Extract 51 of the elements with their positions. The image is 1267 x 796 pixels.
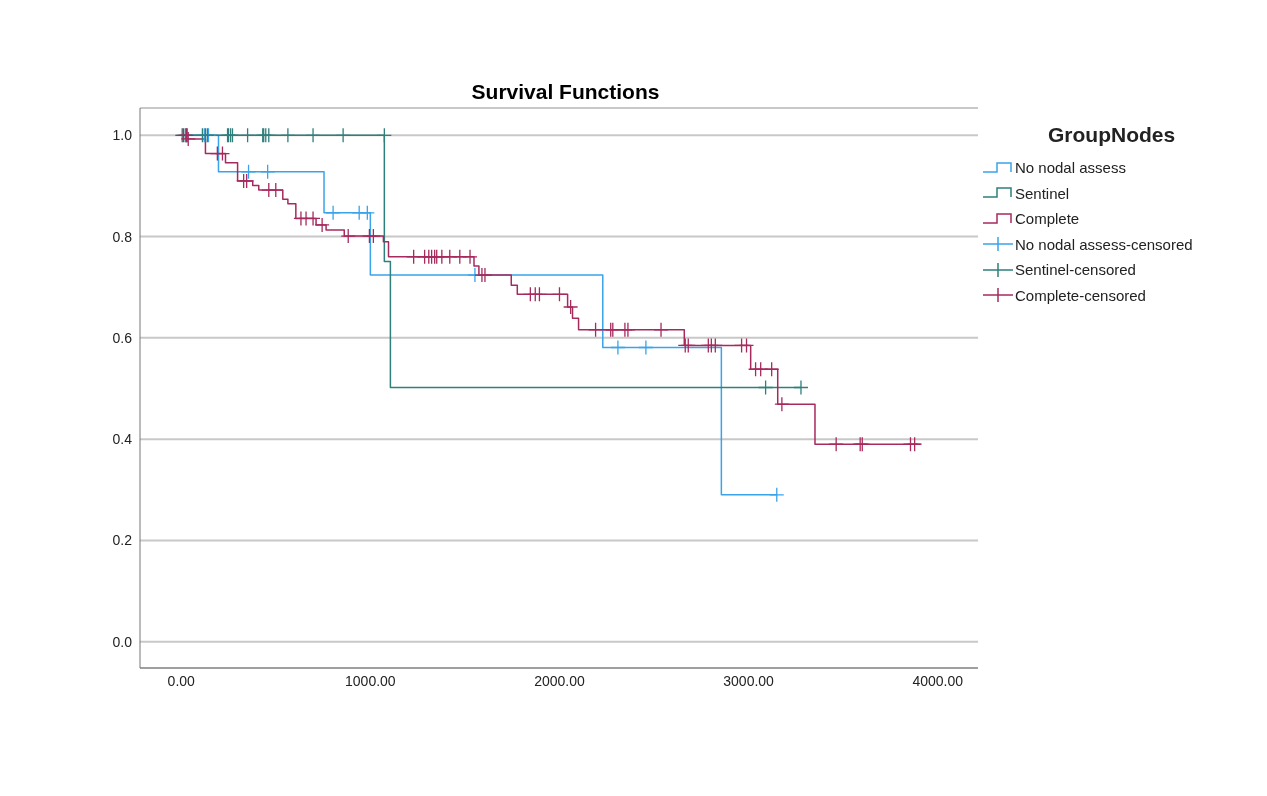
point: [365, 228, 382, 244]
chart-title: Survival Functions: [470, 80, 661, 104]
point: [462, 249, 478, 265]
point: [214, 145, 231, 162]
point: [793, 379, 809, 396]
point: [757, 379, 774, 396]
point: [260, 164, 276, 180]
point: [268, 182, 284, 198]
point: [707, 337, 723, 354]
point: [562, 299, 579, 315]
point: [638, 339, 654, 356]
x-tick-label: 4000.00: [912, 672, 964, 689]
point: [738, 337, 755, 354]
legend-label: No nodal assess: [1015, 159, 1126, 177]
point: [906, 436, 923, 452]
point: [376, 127, 392, 143]
point: [769, 487, 785, 503]
legend-label: Sentinel: [1015, 184, 1070, 202]
point: [359, 205, 375, 221]
point: [180, 131, 196, 147]
point: [239, 127, 256, 143]
point: [774, 396, 790, 412]
legend-label: No nodal assess-censored: [1015, 235, 1193, 253]
point: [653, 322, 669, 338]
point: [828, 436, 844, 452]
point: [587, 322, 604, 338]
x-tick-label: 3000.00: [723, 672, 775, 689]
point: [325, 205, 341, 221]
y-tick-label: 0.6: [112, 329, 133, 346]
y-tick-label: 0.0: [112, 633, 133, 650]
x-tick-label: 1000.00: [345, 672, 396, 689]
point: [239, 173, 255, 189]
legend-title: GroupNodes: [1048, 123, 1177, 147]
legend-label: Complete-censored: [1015, 286, 1146, 304]
legend-label: Complete: [1015, 210, 1080, 228]
point: [610, 339, 626, 356]
point: [335, 127, 351, 143]
point: [280, 127, 296, 143]
point: [340, 228, 356, 244]
y-tick-label: 0.8: [112, 228, 133, 245]
point: [305, 127, 321, 143]
legend-label: Sentinel-censored: [1015, 261, 1136, 279]
x-tick-label: 2000.00: [534, 672, 585, 689]
point: [240, 164, 257, 180]
point: [531, 286, 548, 302]
y-tick-label: 0.2: [112, 532, 133, 549]
point: [551, 286, 568, 302]
y-tick-label: 1.0: [112, 127, 133, 144]
y-tick-label: 0.4: [112, 431, 133, 448]
x-tick-label: 0.00: [167, 672, 196, 689]
point: [764, 361, 780, 377]
